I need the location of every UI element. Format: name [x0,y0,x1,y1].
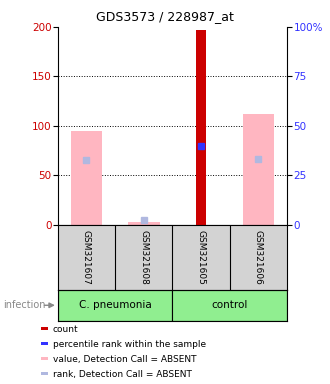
Text: value, Detection Call = ABSENT: value, Detection Call = ABSENT [53,355,196,364]
Bar [243,114,274,225]
Text: infection: infection [3,300,46,310]
Text: control: control [212,300,248,310]
Bar [115,225,173,290]
Text: percentile rank within the sample: percentile rank within the sample [53,340,206,349]
Text: GSM321608: GSM321608 [139,230,148,285]
Bar [58,290,173,321]
Bar [196,30,206,225]
Bar [230,225,287,290]
Bar [41,357,48,360]
Bar [173,225,230,290]
Text: GSM321607: GSM321607 [82,230,91,285]
Text: count: count [53,326,79,334]
Bar [173,290,287,321]
Bar [58,225,115,290]
Bar [71,131,102,225]
Bar [41,372,48,375]
Bar [41,342,48,345]
Bar [41,328,48,330]
Text: GSM321605: GSM321605 [197,230,206,285]
Text: C. pneumonia: C. pneumonia [79,300,151,310]
Text: rank, Detection Call = ABSENT: rank, Detection Call = ABSENT [53,370,192,379]
Text: GSM321606: GSM321606 [254,230,263,285]
Bar [128,222,159,225]
Text: GDS3573 / 228987_at: GDS3573 / 228987_at [96,10,234,23]
